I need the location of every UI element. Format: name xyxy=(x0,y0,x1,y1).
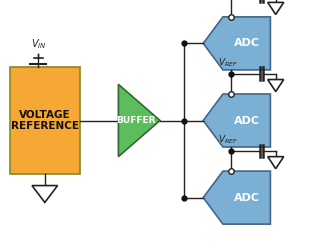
Text: BUFFER: BUFFER xyxy=(116,116,156,125)
Polygon shape xyxy=(203,94,270,147)
Polygon shape xyxy=(268,2,284,14)
Polygon shape xyxy=(268,157,284,169)
Polygon shape xyxy=(203,171,270,224)
Text: VOLTAGE
REFERENCE: VOLTAGE REFERENCE xyxy=(11,110,79,131)
FancyBboxPatch shape xyxy=(10,67,80,174)
Polygon shape xyxy=(203,17,270,70)
Text: $V_{REF}$: $V_{REF}$ xyxy=(218,133,238,146)
Text: ADC: ADC xyxy=(234,38,260,48)
Text: $V_{REF}$: $V_{REF}$ xyxy=(218,56,238,69)
Text: $V_{IN}$: $V_{IN}$ xyxy=(31,37,46,51)
Polygon shape xyxy=(268,80,284,92)
Polygon shape xyxy=(32,186,58,202)
Text: ADC: ADC xyxy=(234,193,260,203)
Text: ADC: ADC xyxy=(234,115,260,126)
Polygon shape xyxy=(118,84,160,157)
